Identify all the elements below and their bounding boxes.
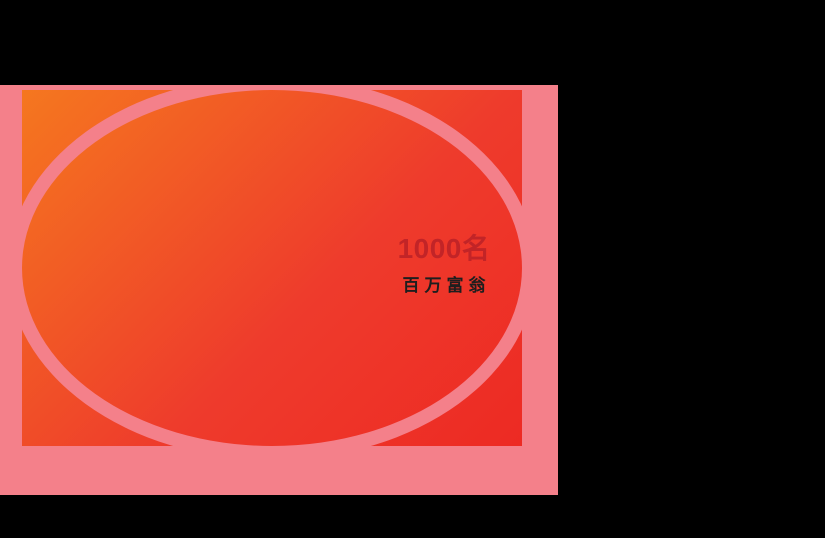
winner-count-text: 1000名 xyxy=(397,233,491,264)
gradient-ellipse xyxy=(22,90,522,446)
millionaire-label: 百万富翁 xyxy=(402,276,491,295)
promo-banner: 1000名 百万富翁 xyxy=(0,85,558,495)
promo-text: 1000名 百万富翁 xyxy=(398,234,491,295)
